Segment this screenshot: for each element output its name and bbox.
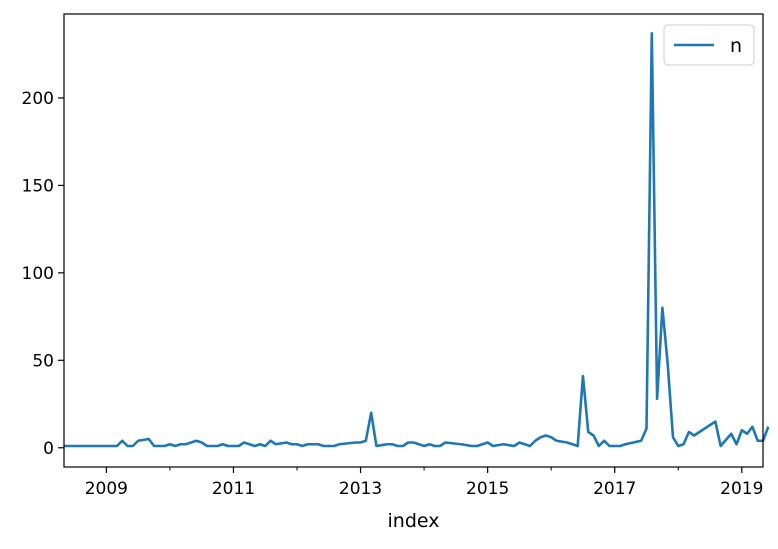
x-tick-label-1: 2011 [212, 479, 255, 499]
y-tick-label-0: 0 [43, 439, 54, 459]
x-tick-label-4: 2017 [593, 479, 636, 499]
series-line-n [64, 31, 770, 448]
legend-label-n: n [730, 35, 742, 57]
legend: n [663, 24, 755, 66]
x-tick-label-5: 2019 [720, 479, 763, 499]
x-axis-label: index [388, 510, 440, 532]
plot-frame [63, 13, 764, 468]
y-tick-label-2: 100 [22, 264, 54, 284]
series-layer [64, 31, 770, 448]
x-tick-label-0: 2009 [85, 479, 128, 499]
y-tick-label-3: 150 [22, 176, 54, 196]
y-tick-label-1: 50 [32, 351, 54, 371]
ticks-layer: 0 50 100 150 200 2009 2011 2013 2015 2017 2019 [22, 89, 764, 499]
x-tick-label-3: 2015 [466, 479, 509, 499]
x-tick-label-2: 2013 [339, 479, 382, 499]
y-tick-label-4: 200 [22, 89, 54, 109]
